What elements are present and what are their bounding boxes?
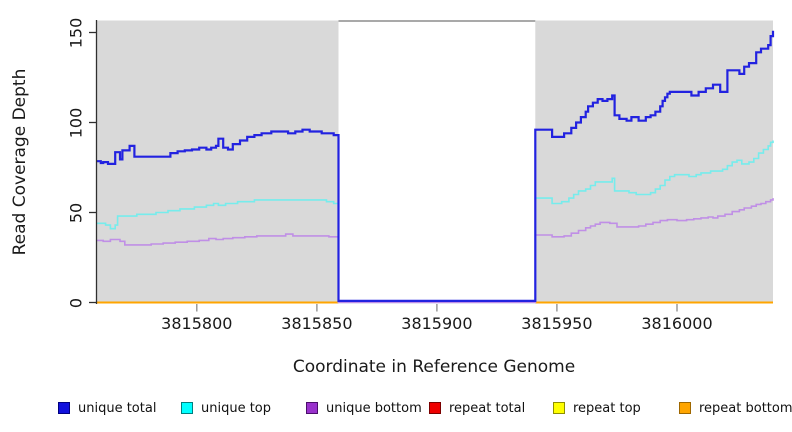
y-axis-title: Read Coverage Depth: [10, 68, 30, 256]
legend-swatch-unique-top: [181, 402, 193, 414]
shaded-coverage-region: [96, 20, 339, 302]
legend-item-repeat-total: repeat total: [429, 400, 525, 416]
x-tick-label-3815850: 3815850: [281, 314, 353, 333]
legend-label: unique top: [201, 400, 272, 416]
x-axis-title: Coordinate in Reference Genome: [292, 357, 576, 377]
legend-item-unique-top: unique top: [181, 400, 271, 416]
y-tick-label-100: 100: [66, 107, 86, 138]
series-unique-total: [96, 30, 775, 302]
x-tick-label-3816000: 3816000: [641, 314, 713, 333]
shaded-coverage-region: [535, 20, 773, 302]
y-tick-label-0: 0: [66, 297, 86, 308]
y-tick-label-150: 150: [66, 17, 86, 48]
x-tick-label-3815800: 3815800: [161, 314, 233, 333]
legend-label: repeat bottom: [699, 400, 792, 416]
legend-item-repeat-top: repeat top: [553, 400, 641, 416]
legend-label: unique bottom: [326, 400, 422, 416]
x-tick-label-3815900: 3815900: [401, 314, 473, 333]
series-unique-top: [96, 140, 774, 304]
legend-label: repeat top: [573, 400, 641, 416]
y-tick-label-50: 50: [66, 202, 86, 223]
legend-swatch-repeat-top: [553, 402, 565, 414]
legend-label: repeat total: [449, 400, 526, 416]
legend-swatch-repeat-bottom: [679, 402, 691, 414]
legend-item-unique-total: unique total: [58, 400, 156, 416]
legend-swatch-repeat-total: [429, 402, 441, 414]
legend-item-repeat-bottom: repeat bottom: [679, 400, 792, 416]
legend-label: unique total: [78, 400, 157, 416]
legend-item-unique-bottom: unique bottom: [306, 400, 422, 416]
legend-swatch-unique-bottom: [306, 402, 318, 414]
legend-swatch-unique-total: [58, 402, 70, 414]
x-tick-label-3815950: 3815950: [521, 314, 593, 333]
series-unique-bottom: [96, 198, 774, 304]
